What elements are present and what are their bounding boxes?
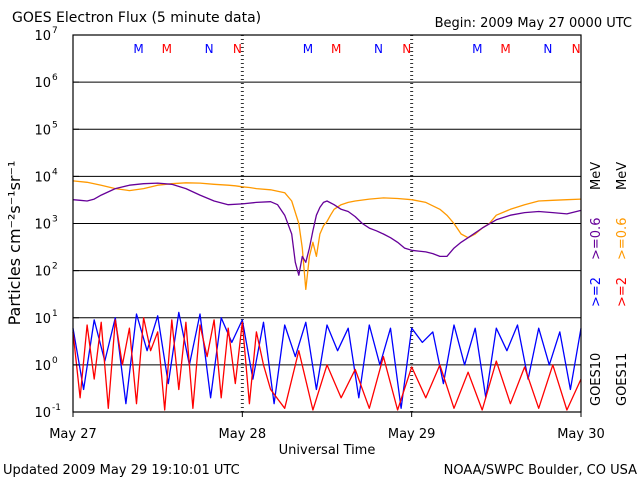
- marker-label: M: [472, 42, 482, 56]
- y-tick-label: 10: [34, 406, 51, 421]
- y-tick-label: 10: [34, 359, 51, 374]
- begin-date: Begin: 2009 May 27 0000 UTC: [435, 16, 632, 31]
- marker-label: N: [543, 42, 552, 56]
- y-tick-exponent: 6: [52, 73, 58, 83]
- series-layer: [72, 180, 582, 411]
- legend-goes11-sat: GOES11: [615, 353, 630, 406]
- y-tick-exponent: 7: [52, 26, 58, 36]
- x-axis-label: Universal Time: [279, 443, 376, 458]
- legend-goes10-unit: MeV: [589, 162, 604, 190]
- marker-label: M: [303, 42, 313, 56]
- legend-goes11-e2: >=2: [615, 277, 630, 307]
- marker-label: M: [500, 42, 510, 56]
- y-tick-label: 10: [34, 265, 51, 280]
- marker-label: N: [402, 42, 411, 56]
- y-tick-exponent: 0: [52, 356, 58, 366]
- legend-goes11-e06: >=0.6: [615, 218, 630, 260]
- y-tick-label: 10: [34, 123, 51, 138]
- marker-label: N: [572, 42, 581, 56]
- series-line: [72, 317, 582, 411]
- y-tick-exponent: 2: [52, 262, 58, 272]
- x-tick-label: May 29: [388, 427, 436, 442]
- updated-timestamp: Updated 2009 May 29 19:10:01 UTC: [3, 463, 240, 478]
- marker-label: N: [374, 42, 383, 56]
- marker-label: M: [133, 42, 143, 56]
- x-tick-label: May 27: [49, 427, 97, 442]
- series-line: [72, 311, 582, 409]
- legend-goes10-e2: >=2: [589, 277, 604, 307]
- marker-label: N: [205, 42, 214, 56]
- y-tick-label: 10: [34, 312, 51, 327]
- y-tick-exponent: 4: [52, 167, 58, 177]
- y-tick-exponent: 5: [52, 120, 58, 130]
- x-axis-ticks: May 27 May 28 May 29 May 30: [49, 412, 605, 442]
- y-tick-label: 10: [34, 218, 51, 233]
- y-axis-label: Particles cm⁻²s⁻¹sr⁻¹: [5, 161, 24, 326]
- x-tick-label: May 30: [557, 427, 605, 442]
- marker-label: M: [331, 42, 341, 56]
- y-tick-label: 10: [34, 29, 51, 44]
- credit-line: NOAA/SWPC Boulder, CO USA: [444, 463, 637, 478]
- y-tick-exponent: 3: [52, 215, 58, 225]
- y-tick-exponent: 1: [52, 309, 58, 319]
- x-tick-label: May 28: [219, 427, 267, 442]
- marker-label: N: [233, 42, 242, 56]
- legend-goes11-unit: MeV: [615, 162, 630, 190]
- y-tick-label: 10: [34, 170, 51, 185]
- chart-title: GOES Electron Flux (5 minute data): [12, 10, 261, 26]
- legend-goes10-sat: GOES10: [589, 353, 604, 406]
- legend-goes10: >=2 >=0.6 MeV GOES10: [589, 162, 604, 406]
- legend-goes11: >=2 >=0.6 MeV GOES11: [615, 162, 630, 406]
- marker-label: M: [162, 42, 172, 56]
- legend-goes10-e06: >=0.6: [589, 218, 604, 260]
- series-line: [72, 182, 582, 276]
- y-tick-label: 10: [34, 76, 51, 91]
- y-tick-exponent: -1: [52, 403, 61, 413]
